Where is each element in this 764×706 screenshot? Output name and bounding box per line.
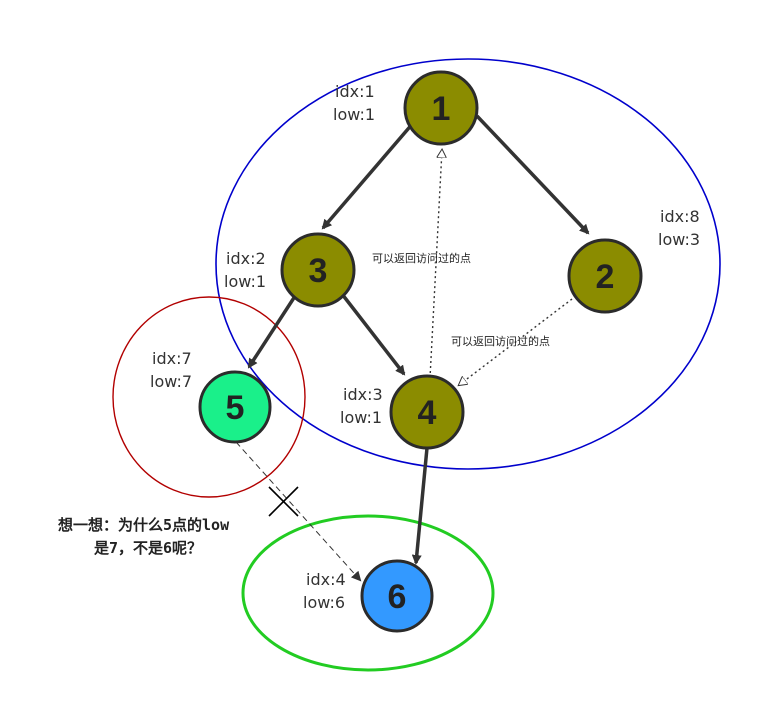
question-line-2: 是7，不是6呢？	[93, 539, 202, 557]
node-2-idx-label: idx:8	[660, 207, 700, 226]
node-6-label: 6	[388, 578, 407, 616]
node-4-low-label: low:1	[340, 408, 382, 427]
node-3-label: 3	[309, 252, 328, 290]
node-5-label: 5	[226, 389, 245, 427]
node-2-label: 2	[596, 258, 615, 296]
node-3-idx-label: idx:2	[226, 249, 266, 268]
edge-1-2	[475, 114, 590, 235]
node-4: 4	[389, 374, 465, 450]
edge-3-4	[340, 292, 406, 376]
scc-ring-blue	[215, 58, 721, 470]
node-4-idx-label: idx:3	[343, 385, 383, 404]
node-1-idx-label: idx:1	[335, 82, 375, 101]
back-edge-note-2: 可以返回访问过的点	[451, 334, 550, 348]
cross-mark-icon	[268, 486, 299, 517]
edge-4-6	[411, 447, 429, 565]
node-6-circle	[360, 559, 434, 633]
node-3-low-label: low:1	[224, 272, 266, 291]
back-edge-note-1: 可以返回访问过的点	[372, 251, 471, 265]
node-5: 5	[198, 370, 272, 444]
edge-4-1-back	[429, 150, 442, 379]
edge-5-6-dashed	[235, 441, 362, 582]
scc-ring-red	[112, 296, 306, 498]
node-5-idx-label: idx:7	[152, 349, 192, 368]
node-5-circle	[198, 370, 272, 444]
node-5-low-label: low:7	[150, 372, 192, 391]
node-3-circle	[280, 232, 356, 308]
edge-3-5	[247, 289, 301, 369]
node-6-idx-label: idx:4	[306, 570, 346, 589]
node-1: 1	[403, 70, 479, 146]
node-4-label: 4	[418, 394, 437, 432]
node-4-circle	[389, 374, 465, 450]
node-1-low-label: low:1	[333, 105, 375, 124]
node-2: 2	[567, 238, 643, 314]
node-1-circle	[403, 70, 479, 146]
node-2-circle	[567, 238, 643, 314]
node-6: 6	[360, 559, 434, 633]
scc-ring-green	[241, 514, 495, 672]
node-6-low-label: low:6	[303, 593, 345, 612]
node-2-low-label: low:3	[658, 230, 700, 249]
node-1-label: 1	[432, 90, 451, 128]
question-line-1: 想一想：为什么5点的low	[57, 516, 230, 534]
edge-1-3	[321, 113, 422, 230]
node-3: 3	[280, 232, 356, 308]
